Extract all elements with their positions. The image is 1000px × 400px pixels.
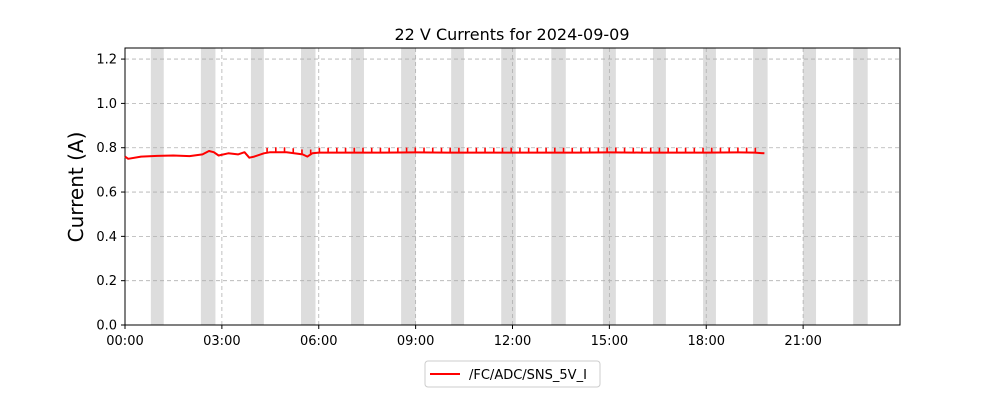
- y-axis: 0.0 0.2 0.4 0.6 0.8 1.0 1.2: [96, 53, 125, 334]
- y-tick-label: 0.4: [96, 230, 117, 245]
- x-axis: 00:00 03:00 06:00 09:00 12:00 15:00 18:00 21:00: [106, 325, 822, 349]
- series-noise: [266, 147, 757, 155]
- x-tick-label: 09:00: [397, 334, 434, 349]
- legend-label: /FC/ADC/SNS_5V_I: [469, 368, 587, 383]
- shaded-band: [551, 48, 566, 325]
- legend: /FC/ADC/SNS_5V_I: [424, 360, 601, 388]
- shaded-band: [703, 48, 716, 325]
- shaded-band: [853, 48, 868, 325]
- x-tick-label: 03:00: [203, 334, 240, 349]
- legend-box: [424, 360, 601, 388]
- x-tick-label: 15:00: [591, 334, 628, 349]
- y-tick-label: 0.2: [96, 274, 117, 289]
- shaded-band: [602, 48, 616, 325]
- series-line: [124, 150, 765, 160]
- shaded-bands: [150, 48, 868, 325]
- chart-title: 22 V Currents for 2024-09-09: [394, 25, 629, 44]
- shaded-band: [451, 48, 465, 325]
- y-tick-label: 0.8: [96, 141, 117, 156]
- shaded-band: [652, 48, 666, 325]
- x-tick-label: 21:00: [784, 334, 821, 349]
- y-tick-label: 0.0: [96, 319, 117, 334]
- shaded-band: [753, 48, 768, 325]
- series-layer: [124, 147, 765, 160]
- x-tick-label: 12:00: [494, 334, 531, 349]
- shaded-band: [200, 48, 216, 325]
- y-axis-label: Current (A): [64, 132, 88, 243]
- shaded-band: [803, 48, 817, 325]
- y-tick-label: 1.2: [96, 53, 117, 68]
- shaded-band: [351, 48, 364, 325]
- shaded-band: [401, 48, 416, 325]
- y-tick-label: 0.6: [96, 186, 117, 201]
- x-tick-label: 06:00: [300, 334, 337, 349]
- x-tick-label: 00:00: [106, 334, 143, 349]
- shaded-band: [501, 48, 516, 325]
- y-tick-label: 1.0: [96, 97, 117, 112]
- grid-lines: [124, 48, 900, 326]
- shaded-band: [250, 48, 264, 325]
- x-tick-label: 18:00: [688, 334, 725, 349]
- shaded-band: [150, 48, 164, 325]
- shaded-band: [300, 48, 316, 325]
